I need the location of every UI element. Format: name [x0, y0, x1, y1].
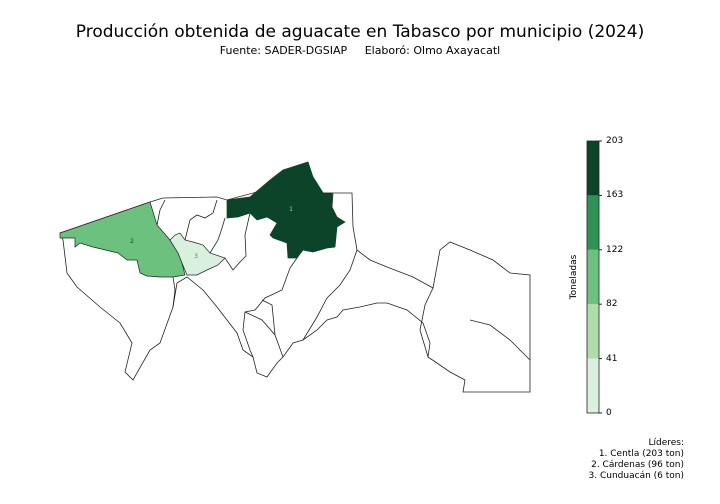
- colorbar-tick-label: 122: [606, 244, 624, 255]
- colorbar-segment: [587, 195, 599, 250]
- colorbar: [586, 140, 602, 414]
- colorbar-tick-label: 41: [606, 353, 618, 364]
- author-text: Elaboró: Olmo Axayacatl: [364, 44, 501, 57]
- source-text: Fuente: SADER-DGSIAP: [219, 44, 348, 57]
- colorbar-segment: [587, 304, 599, 359]
- region-cardenas[interactable]: [59, 201, 186, 278]
- colorbar-tick-label: 203: [606, 136, 624, 146]
- leader-item: 3. Cunduacán (6 ton): [588, 471, 684, 481]
- map-subtitle: Fuente: SADER-DGSIAP Elaboró: Olmo Axaya…: [0, 44, 720, 57]
- leaders-legend: Líderes: 1. Centla (203 ton) 2. Cárdenas…: [589, 438, 684, 482]
- region-centla[interactable]: [226, 161, 346, 259]
- colorbar-tick-label: 163: [606, 190, 624, 201]
- colorbar-tick-label: 0: [606, 408, 612, 418]
- map-title: Producción obtenida de aguacate en Tabas…: [75, 22, 645, 42]
- leaders-heading: Líderes:: [648, 438, 684, 448]
- region-label-2: 2: [130, 238, 134, 245]
- colorbar-tick-label: 82: [606, 299, 618, 310]
- municipal-boundaries: [156, 192, 531, 361]
- region-cunduacan[interactable]: [169, 232, 226, 276]
- leader-item: 2. Cárdenas (96 ton): [591, 460, 684, 470]
- colorbar-segment: [587, 358, 599, 413]
- colorbar-segment: [587, 141, 599, 196]
- state-outline: [59, 176, 531, 393]
- region-label-3: 3: [194, 253, 198, 260]
- colorbar-frame: [586, 140, 600, 414]
- leader-item: 1. Centla (203 ton): [598, 449, 684, 459]
- colorbar-label: Toneladas: [569, 254, 579, 300]
- state-boundary: [59, 176, 531, 393]
- colorbar-segment: [587, 249, 599, 305]
- region-label-1: 1: [289, 206, 293, 213]
